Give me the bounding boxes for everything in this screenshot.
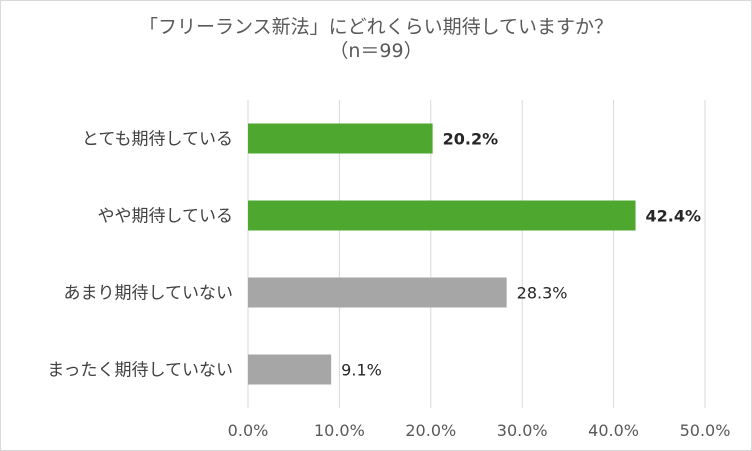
bar	[248, 123, 433, 154]
data-label: 20.2%	[443, 130, 499, 149]
category-label: やや期待している	[98, 207, 234, 227]
x-tick-label: 30.0%	[497, 421, 548, 440]
bar	[248, 354, 332, 385]
category-label: とても期待している	[82, 130, 233, 150]
bar	[248, 277, 507, 308]
category-label: まったく期待していない	[47, 361, 233, 381]
chart-subtitle: （n＝99）	[329, 40, 423, 62]
x-tick-label: 20.0%	[405, 421, 456, 440]
chart-title: 「フリーランス新法」にどれくらい期待していますか？	[138, 16, 614, 38]
data-label: 9.1%	[341, 361, 382, 380]
x-tick-label: 40.0%	[588, 421, 639, 440]
bar	[248, 200, 636, 231]
data-label: 28.3%	[517, 284, 568, 303]
data-label: 42.4%	[646, 207, 702, 226]
x-tick-label: 0.0%	[228, 421, 269, 440]
x-tick-label: 10.0%	[314, 421, 365, 440]
chart-title-block: 「フリーランス新法」にどれくらい期待していますか？ （n＝99）	[0, 15, 752, 63]
category-label: あまり期待していない	[64, 284, 234, 304]
x-tick-label: 50.0%	[680, 421, 731, 440]
